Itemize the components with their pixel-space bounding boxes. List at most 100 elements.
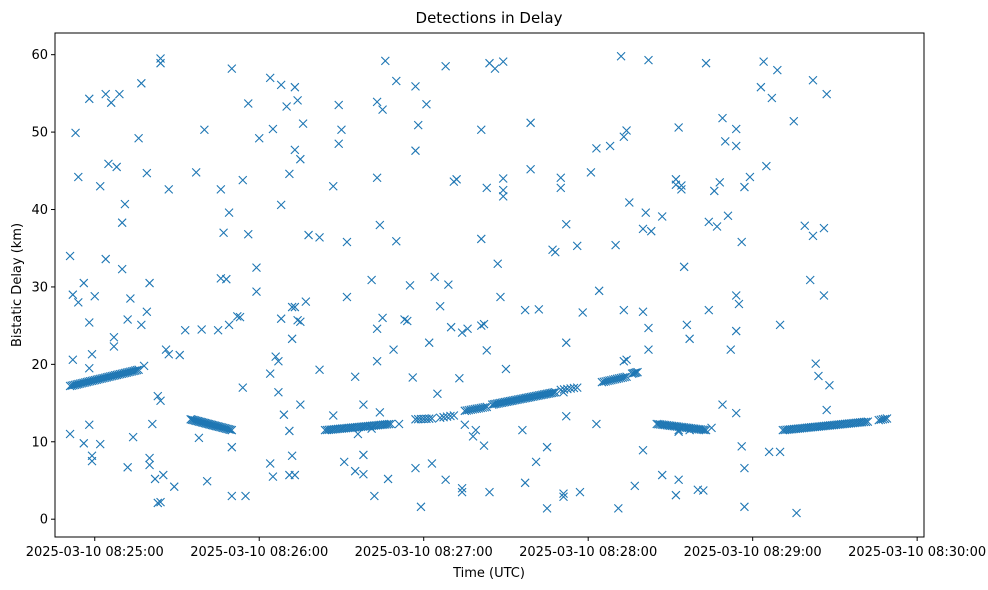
data-point (375, 407, 385, 417)
data-point (442, 412, 452, 422)
data-point (731, 326, 741, 336)
data-point (243, 99, 253, 108)
data-point (115, 89, 124, 99)
data-point (77, 378, 87, 388)
data-point (449, 411, 459, 420)
data-point (109, 342, 119, 351)
data-point (731, 291, 741, 300)
data-point (734, 299, 744, 309)
data-point (556, 183, 566, 193)
data-point (740, 502, 749, 512)
data-point (468, 431, 478, 441)
data-point (139, 361, 149, 371)
data-point (718, 113, 727, 123)
data-point (301, 297, 311, 307)
data-point (100, 373, 110, 383)
data-point (134, 133, 143, 143)
data-point (745, 172, 755, 182)
data-point (295, 400, 305, 410)
data-point (342, 292, 352, 302)
data-point (620, 372, 630, 382)
data-point (819, 291, 829, 300)
data-point (350, 466, 360, 476)
data-point (814, 371, 823, 381)
data-point (293, 315, 302, 325)
data-point (119, 368, 128, 378)
data-point (644, 55, 653, 65)
data-point (657, 212, 667, 221)
data-point (622, 126, 631, 135)
data-point (707, 423, 716, 433)
data-point (454, 373, 464, 383)
x-tick-label: 2025-03-10 08:30:00 (848, 545, 986, 560)
data-point (767, 93, 777, 103)
data-point (569, 383, 579, 393)
x-tick-label: 2025-03-10 08:27:00 (355, 545, 493, 560)
data-point (68, 355, 78, 365)
data-point (89, 376, 98, 385)
data-point (559, 387, 568, 397)
data-point (756, 82, 766, 92)
data-point (372, 173, 382, 183)
data-point (80, 378, 90, 387)
data-point (224, 208, 234, 218)
y-tick-label: 50 (31, 126, 48, 141)
data-point (120, 199, 130, 209)
data-point (674, 475, 684, 485)
data-point (224, 320, 234, 330)
data-point (622, 372, 631, 382)
data-point (482, 346, 492, 355)
data-point (90, 375, 100, 385)
data-point (422, 99, 431, 109)
data-point (701, 58, 711, 68)
data-point (542, 442, 552, 452)
data-point (789, 116, 799, 126)
data-point (271, 352, 281, 362)
data-point (124, 367, 133, 377)
data-point (147, 419, 157, 429)
y-tick-label: 30 (31, 280, 48, 295)
data-point (657, 470, 667, 480)
data-point (430, 272, 440, 282)
data-point (592, 143, 601, 153)
data-point (315, 365, 324, 375)
data-point (427, 459, 437, 468)
data-point (408, 373, 418, 382)
data-point (219, 228, 228, 238)
data-point (383, 474, 393, 484)
data-point (441, 475, 451, 485)
data-point (704, 217, 714, 227)
data-point (547, 388, 557, 398)
data-point (498, 185, 508, 195)
data-point (825, 380, 834, 390)
data-point (501, 364, 511, 374)
data-point (232, 311, 242, 321)
data-point (101, 254, 111, 264)
data-point (476, 234, 486, 244)
data-point (287, 451, 297, 461)
data-point (726, 345, 736, 355)
data-point (761, 161, 771, 171)
data-point (476, 125, 486, 135)
data-point (216, 184, 226, 194)
data-point (161, 345, 171, 355)
data-point (224, 425, 234, 434)
data-point (391, 76, 401, 86)
data-point (328, 411, 338, 420)
data-point (295, 317, 305, 327)
data-point (633, 367, 642, 377)
data-point (84, 318, 94, 327)
data-point (142, 307, 152, 317)
data-point (822, 89, 832, 99)
data-point (542, 503, 552, 513)
data-point (334, 139, 344, 149)
data-point (446, 411, 455, 421)
data-point (559, 489, 568, 499)
x-axis-label: Time (UTC) (452, 566, 525, 581)
data-point (197, 325, 207, 334)
data-point (526, 118, 536, 128)
data-point (630, 368, 640, 378)
data-point (104, 372, 113, 382)
data-point (622, 355, 631, 365)
